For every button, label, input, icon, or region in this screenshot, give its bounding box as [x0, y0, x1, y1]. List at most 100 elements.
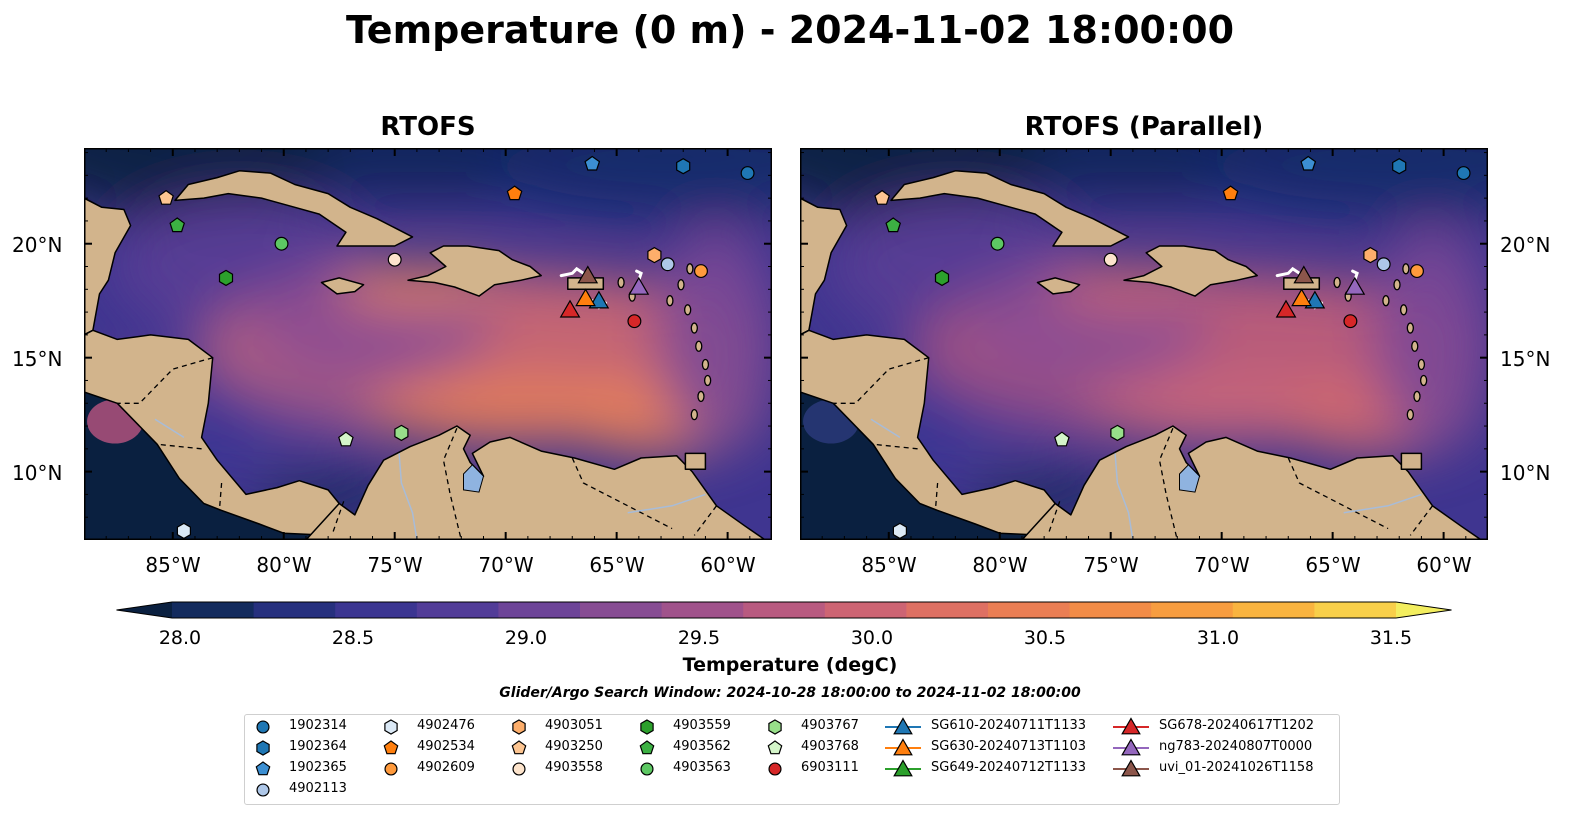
map-frame [84, 148, 772, 540]
island [677, 279, 685, 291]
lon-label-70w-right: 70°W [1194, 553, 1250, 577]
lon-label-65w-right: 65°W [1305, 553, 1361, 577]
colorbar-segment [416, 602, 499, 618]
river [154, 418, 185, 439]
legend-marker-icon [1121, 717, 1141, 735]
legend-marker-icon [893, 759, 913, 777]
legend-marker-icon [383, 740, 399, 755]
country-border [117, 357, 213, 404]
country-border [442, 428, 462, 540]
platform-marker-6903111 [627, 314, 642, 329]
legend-label: 6903111 [801, 760, 859, 775]
trinidad-landmass [1400, 452, 1423, 471]
island [703, 374, 712, 387]
legend-label: 4903558 [545, 760, 603, 775]
country-border [934, 482, 939, 511]
panel-title-rtofs: RTOFS [380, 112, 476, 142]
island [1419, 374, 1428, 387]
legend-marker-icon [1121, 738, 1141, 756]
country-border [693, 505, 718, 536]
colorbar-segment [335, 602, 418, 618]
lon-label-75w-right: 75°W [1083, 553, 1139, 577]
platform-marker-4903250 [158, 189, 174, 205]
legend-label: 4903562 [673, 739, 731, 754]
colorbar [116, 601, 1452, 619]
colorbar-tick: 30.0 [850, 627, 894, 649]
legend-label: 4902113 [289, 781, 347, 796]
lon-label-65w-left: 65°W [589, 553, 645, 577]
lat-label-15n-left: 15°N [12, 347, 63, 371]
country-border [873, 443, 918, 450]
pacific-ocean [800, 391, 1047, 540]
legend-marker-icon [384, 762, 398, 776]
legend-marker-icon [893, 738, 913, 756]
platform-marker-ng783-20240807T0000 [1344, 276, 1366, 295]
platform-marker-4902609 [1410, 264, 1424, 279]
legend-marker-icon [640, 719, 654, 735]
island [1411, 340, 1419, 352]
platform-marker-1902314 [740, 166, 755, 181]
legend: 1902314 1902364 1902365 4902113 4902476 49025… [244, 714, 1340, 805]
colorbar-segment [580, 602, 663, 618]
platform-marker-SG678-20240617T1202 [559, 299, 581, 318]
lat-label-20n-right: 20°N [1500, 233, 1551, 257]
lon-label-60w-left: 60°W [700, 553, 756, 577]
glider-track [635, 269, 643, 282]
legend-label: 1902365 [289, 760, 347, 775]
platform-marker-SG630-20240713T1103 [1291, 288, 1312, 307]
legend-label: SG678-20240617T1202 [1159, 718, 1315, 733]
colorbar-segment [1232, 602, 1315, 618]
river [1114, 453, 1134, 540]
country-border [331, 501, 345, 534]
platform-marker-4903051 [1363, 246, 1378, 264]
platform-marker-4902476 [892, 522, 908, 540]
colorbar-segment [906, 602, 989, 618]
legend-marker-icon [511, 740, 527, 755]
panel-title-rtofs-parallel: RTOFS (Parallel) [1024, 112, 1264, 142]
platform-marker-4903768 [338, 431, 354, 447]
colorbar-segment [253, 602, 336, 618]
hispaniola-landmass [407, 245, 542, 297]
legend-label: 4902534 [417, 739, 475, 754]
lon-label-80w-left: 80°W [256, 553, 312, 577]
central-america-landmass [800, 329, 1056, 537]
cuba-landmass [890, 170, 1130, 247]
island [695, 340, 703, 352]
pacific-ocean [84, 391, 331, 540]
figure-title: Temperature (0 m) - 2024-11-02 18:00:00 [345, 8, 1235, 52]
platform-marker-4903563 [990, 236, 1005, 251]
country-border [833, 357, 929, 404]
legend-marker-icon [256, 783, 270, 797]
platform-marker-4903768 [1054, 431, 1070, 447]
platform-marker-4902113 [1376, 257, 1391, 272]
colorbar-segment [1069, 602, 1152, 618]
legend-label: 4903767 [801, 718, 859, 733]
island [1333, 276, 1341, 289]
lon-label-70w-left: 70°W [478, 553, 534, 577]
country-border [571, 457, 673, 530]
platform-marker-4903559 [934, 269, 950, 287]
platform-marker-4903767 [394, 424, 409, 442]
colorbar-segment [743, 602, 826, 618]
island [686, 263, 694, 275]
legend-label: 4903768 [801, 739, 859, 754]
legend-marker-icon [893, 717, 913, 735]
colorbar-segment [498, 602, 581, 618]
country-border [1158, 428, 1178, 540]
island [617, 276, 625, 289]
platform-marker-4903250 [874, 189, 890, 205]
lat-label-15n-right: 15°N [1500, 347, 1551, 371]
platform-marker-4902609 [694, 264, 708, 279]
island [1393, 279, 1401, 291]
island [1417, 358, 1426, 371]
colorbar-segment [661, 602, 744, 618]
legend-marker-icon [256, 720, 270, 734]
island [1413, 390, 1421, 403]
glider-track [1351, 269, 1359, 282]
colorbar-segment [988, 602, 1071, 618]
colorbar-segment [1151, 602, 1234, 618]
platform-marker-uvi_01-20241026T1158 [1293, 265, 1315, 284]
glider-track [1275, 266, 1301, 278]
legend-marker-icon [768, 719, 782, 735]
platform-marker-1902365 [584, 155, 601, 171]
